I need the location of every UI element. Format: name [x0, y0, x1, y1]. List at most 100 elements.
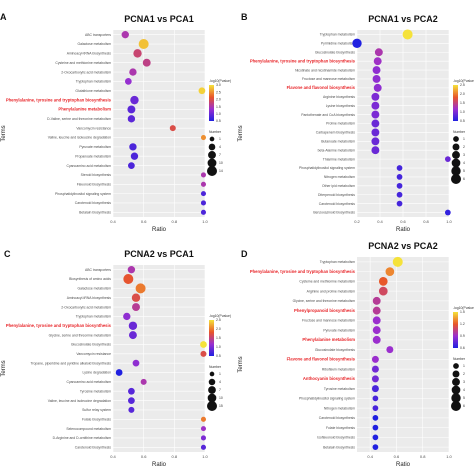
color-legend-tick: 0.6: [460, 346, 465, 350]
chart-title: PCNA2 vs PCA1: [124, 249, 194, 259]
x-tick-label: 0.4: [367, 454, 373, 459]
data-point: [200, 350, 207, 357]
x-axis-label: Ratio: [152, 462, 167, 468]
panel-a: A PCNA1 vs PCA1 0.4 0.6 0.8 1.0 ABC transporte…: [0, 12, 231, 233]
term-label: Butanoate metabolism: [321, 140, 355, 144]
y-axis-label: Terms: [1, 125, 7, 141]
data-point: [372, 395, 379, 402]
size-legend-label: 4: [463, 161, 465, 165]
data-point: [396, 191, 403, 198]
size-legend-dot: [453, 136, 459, 142]
size-legend-dot: [452, 151, 460, 159]
term-label: Tryptophan metabolism: [320, 260, 355, 264]
term-label: Aminoacyl-tRNA biosynthesis: [67, 296, 112, 300]
data-point: [140, 378, 147, 385]
panel-c: C PCNA2 vs PCA1 0.4 0.6 0.8 1.0 ABC transporte…: [1, 249, 231, 468]
term-label: Pyruvate metabolism: [79, 145, 111, 149]
term-label: Glucosinolate biosynthesis: [315, 50, 355, 54]
data-point: [200, 200, 207, 206]
term-label: Propanoate metabolism: [75, 154, 111, 158]
data-point: [372, 296, 381, 305]
term-label: Phosphatidylinositol signaling system: [55, 192, 111, 196]
data-point: [130, 95, 139, 105]
plot-area: [113, 265, 205, 452]
term-label: Fructose and mannose metabolism: [302, 319, 355, 323]
data-point: [372, 66, 381, 75]
size-legend-label: 14: [219, 169, 223, 173]
data-point: [385, 267, 395, 276]
term-label: Flavonoid biosynthesis: [77, 182, 112, 186]
x-tick-label: 0.6: [394, 454, 400, 459]
color-legend-tick: 1.5: [460, 310, 465, 314]
term-label: Phenylalanine, tyrosine and tryptophan b…: [250, 269, 356, 274]
data-point: [444, 209, 451, 216]
data-point: [371, 365, 379, 373]
term-label: Phenylalanine, tyrosine and tryptophan b…: [6, 97, 112, 102]
size-legend-label: 10: [219, 161, 223, 165]
color-legend-tick: 2.0: [216, 327, 221, 331]
term-label: Betalain biosynthesis: [79, 211, 111, 215]
data-point: [372, 415, 379, 421]
x-tick-label: 1.0: [202, 454, 208, 459]
size-legend-label: 6: [463, 404, 465, 408]
data-point: [129, 68, 137, 76]
term-label: Flavone and flavonol biosynthesis: [287, 357, 356, 362]
term-label: Riboflavin metabolism: [322, 367, 355, 371]
size-legend-dot: [208, 378, 216, 386]
x-tick-label: 0.4: [377, 219, 383, 224]
color-legend-tick: 0.9: [460, 334, 465, 338]
term-label: Phenylalanine, tyrosine and tryptophan b…: [250, 58, 356, 63]
data-point: [127, 105, 136, 114]
data-point: [392, 256, 403, 267]
color-legend-tick: 0.5: [216, 354, 221, 358]
term-label: Carotenoid biosynthesis: [75, 201, 111, 205]
data-point: [131, 293, 141, 302]
data-point: [138, 39, 149, 50]
x-tick-label: 1.0: [446, 454, 452, 459]
data-point: [121, 30, 129, 39]
data-point: [372, 444, 379, 450]
color-legend-tick: 0.5: [216, 119, 221, 123]
color-legend-tick: 2.0: [216, 98, 221, 102]
color-legend-tick: 1.0: [460, 110, 465, 114]
color-legend-tick: 2.5: [460, 83, 465, 87]
x-tick-label: 0.4: [110, 219, 116, 224]
size-legend-dot: [453, 363, 459, 369]
term-label: Nicotinate and nicotinamide metabolism: [295, 68, 355, 72]
data-point: [402, 29, 413, 40]
term-label: Tyrosine metabolism: [324, 387, 355, 391]
size-legend-title: Number: [209, 130, 222, 134]
data-point: [124, 78, 132, 85]
term-label: Selenocompound metabolism: [66, 427, 111, 431]
size-legend-label: 1: [463, 364, 465, 368]
term-label: Other ipid metabolism: [322, 184, 355, 188]
color-legend-tick: 1.0: [216, 345, 221, 349]
data-point: [128, 387, 135, 395]
size-legend-dot: [207, 158, 217, 168]
x-tick-label: 0.8: [423, 219, 429, 224]
color-legend-tick: 3.0: [216, 83, 221, 87]
data-point: [372, 75, 381, 83]
size-legend-dot: [207, 401, 217, 411]
data-point: [133, 49, 142, 58]
data-point: [371, 355, 379, 363]
color-bar: [453, 85, 458, 121]
data-point: [396, 165, 403, 171]
term-label: Folate biosynthesis: [326, 426, 355, 430]
term-label: Valine, leucine and isoleucine degradati…: [48, 136, 111, 140]
term-label: Tyrosine metabolism: [80, 389, 111, 393]
term-label: 2-Oxocarboxylic acid metabolism: [61, 70, 111, 74]
color-legend-tick: 2.5: [216, 90, 221, 94]
term-label: Diterpenoid biosynthesis: [318, 193, 355, 197]
color-legend-tick: 2.0: [460, 92, 465, 96]
data-point: [378, 277, 388, 286]
x-tick-label: 0.8: [420, 454, 426, 459]
x-tick-label: 0.6: [400, 219, 406, 224]
term-label: Carbapenem biosynthesis: [316, 131, 356, 135]
data-point: [135, 283, 146, 294]
data-point: [444, 156, 451, 162]
size-legend-label: 4: [219, 380, 221, 384]
size-legend-dot: [208, 151, 216, 159]
plot-area: [357, 257, 449, 452]
